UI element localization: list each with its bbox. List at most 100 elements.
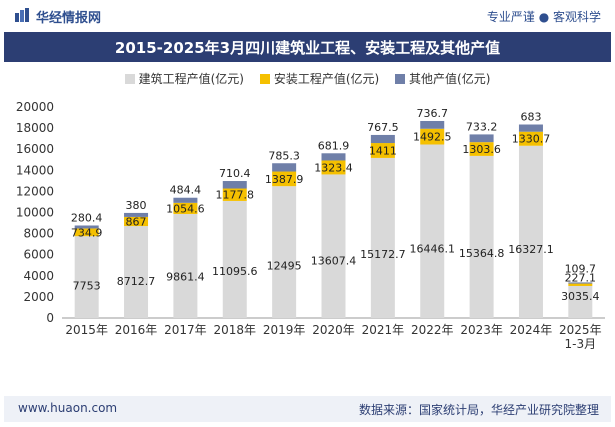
data-label-building: 16327.1 bbox=[508, 243, 554, 256]
data-label-building: 12495 bbox=[267, 259, 302, 272]
data-label-other: 767.5 bbox=[367, 121, 399, 134]
y-tick-label: 10000 bbox=[16, 206, 54, 220]
y-tick-label: 0 bbox=[46, 311, 54, 325]
x-tick-label: 2019年 bbox=[263, 323, 306, 337]
legend-item-building: 建筑工程产值(亿元) bbox=[124, 70, 244, 87]
data-label-other: 710.4 bbox=[219, 167, 251, 180]
bar-segment-install bbox=[74, 228, 99, 237]
bar-segment-building bbox=[469, 155, 494, 318]
data-label-install: 1054.6 bbox=[166, 202, 205, 215]
data-label-building: 15364.8 bbox=[459, 247, 505, 260]
bar-segment-other bbox=[370, 134, 395, 144]
data-label-install: 1330.7 bbox=[512, 133, 551, 146]
bar-segment-install bbox=[370, 143, 395, 158]
bar-segment-install bbox=[518, 131, 543, 146]
bar-segment-install bbox=[469, 142, 494, 156]
top-bar: 华经情报网 专业严谨 ● 客观科学 bbox=[0, 0, 615, 30]
y-tick-label: 4000 bbox=[23, 269, 54, 283]
data-label-other: 280.4 bbox=[71, 211, 103, 224]
title-bar: 2015-2025年3月四川建筑业工程、安装工程及其他产值 bbox=[4, 32, 611, 62]
bar-segment-other bbox=[469, 134, 494, 143]
data-label-other: 109.7 bbox=[565, 262, 597, 275]
footer-bar: www.huaon.com 数据来源：国家统计局，华经产业研究院整理 bbox=[4, 396, 611, 422]
x-tick-label: 2023年 bbox=[460, 323, 503, 337]
data-label-other: 733.2 bbox=[466, 120, 498, 133]
data-label-building: 13607.4 bbox=[311, 255, 357, 268]
x-tick-label: 2021年 bbox=[362, 323, 405, 337]
legend-label-other: 其他产值(亿元) bbox=[409, 72, 491, 86]
legend-swatch-building bbox=[124, 74, 135, 84]
data-label-install: 1411 bbox=[369, 144, 397, 157]
bar-segment-building bbox=[568, 285, 593, 318]
x-tick-label: 2022年 bbox=[411, 323, 454, 337]
data-label-other: 484.4 bbox=[170, 184, 202, 197]
bar-segment-building bbox=[370, 157, 395, 318]
bar-segment-install bbox=[173, 202, 198, 214]
data-label-building: 3035.4 bbox=[561, 290, 600, 303]
stacked-bar-chart: 0 2000 4000 6000 8000 10000 12000 14000 16000 180… bbox=[16, 100, 605, 351]
data-label-building: 15172.7 bbox=[360, 248, 406, 261]
chart-legend: 建筑工程产值(亿元) 安装工程产值(亿元) 其他产值(亿元) bbox=[0, 70, 615, 94]
data-label-other: 380 bbox=[126, 199, 147, 212]
y-tick-label: 2000 bbox=[23, 290, 54, 304]
data-label-building: 7753 bbox=[73, 279, 101, 292]
data-label-install: 734.9 bbox=[71, 226, 103, 239]
bar-segment-building bbox=[272, 186, 297, 318]
x-tick-label: 2025年 1-3月 bbox=[559, 323, 602, 351]
bar-segment-building bbox=[518, 145, 543, 318]
bar-segment-install bbox=[568, 283, 593, 286]
bar-segment-install bbox=[124, 216, 149, 227]
bar-segment-other bbox=[173, 197, 198, 203]
bar-segment-other bbox=[272, 163, 297, 172]
bar-segment-install bbox=[420, 128, 445, 145]
bar-segment-other bbox=[518, 124, 543, 132]
data-label-other: 736.7 bbox=[416, 107, 448, 120]
data-label-building: 16446.1 bbox=[409, 243, 455, 256]
y-tick-label: 18000 bbox=[16, 121, 54, 135]
x-tick-label: 2015年 bbox=[65, 323, 108, 337]
data-label-install: 867 bbox=[126, 216, 147, 229]
data-label-install: 1177.8 bbox=[216, 189, 255, 202]
data-label-other: 785.3 bbox=[268, 149, 300, 162]
data-label-install: 1303.6 bbox=[462, 143, 501, 156]
legend-label-install: 安装工程产值(亿元) bbox=[273, 72, 380, 86]
bar-segment-install bbox=[321, 160, 346, 175]
y-tick-label: 6000 bbox=[23, 248, 54, 262]
bar-segment-building bbox=[420, 144, 445, 318]
x-tick-label: 2016年 bbox=[115, 323, 158, 337]
data-label-install: 1387.9 bbox=[265, 173, 304, 186]
bar-segment-other bbox=[124, 212, 149, 217]
bar-segment-building bbox=[173, 213, 198, 318]
bar-segment-other bbox=[420, 120, 445, 129]
y-tick-label: 8000 bbox=[23, 227, 54, 241]
site-url: www.huaon.com bbox=[18, 401, 118, 415]
data-label-install: 1323.4 bbox=[314, 161, 353, 174]
brand-name: 华经情报网 bbox=[36, 11, 102, 26]
data-label-building: 9861.4 bbox=[166, 270, 205, 283]
data-label-building: 11095.6 bbox=[212, 265, 258, 278]
x-tick-label: 2018年 bbox=[213, 323, 256, 337]
bar-segment-install bbox=[272, 171, 297, 187]
legend-swatch-install bbox=[259, 74, 270, 84]
x-tick-label: 2020年 bbox=[312, 323, 355, 337]
y-tick-label: 20000 bbox=[16, 100, 54, 114]
y-tick-label: 16000 bbox=[16, 142, 54, 156]
data-source: 数据来源：国家统计局，华经产业研究院整理 bbox=[358, 403, 599, 417]
bar-segment-building bbox=[124, 226, 149, 318]
x-tick-label: 2024年 bbox=[510, 323, 553, 337]
data-label-other: 683 bbox=[520, 111, 541, 124]
bar-segment-building bbox=[74, 236, 99, 318]
data-label-install: 227.1 bbox=[565, 272, 597, 285]
legend-swatch-other bbox=[395, 74, 406, 84]
brand-logo-icon bbox=[15, 8, 29, 22]
bar-segment-building bbox=[321, 174, 346, 318]
bar-segment-other bbox=[222, 181, 247, 189]
bar-segment-other bbox=[321, 153, 346, 161]
y-tick-label: 12000 bbox=[16, 184, 54, 198]
bar-segment-other bbox=[568, 282, 593, 284]
bar-segment-building bbox=[222, 200, 247, 318]
data-label-building: 8712.7 bbox=[117, 275, 156, 288]
y-tick-label: 14000 bbox=[16, 163, 54, 177]
bar-segment-install bbox=[222, 188, 247, 201]
legend-item-other: 其他产值(亿元) bbox=[395, 70, 490, 87]
